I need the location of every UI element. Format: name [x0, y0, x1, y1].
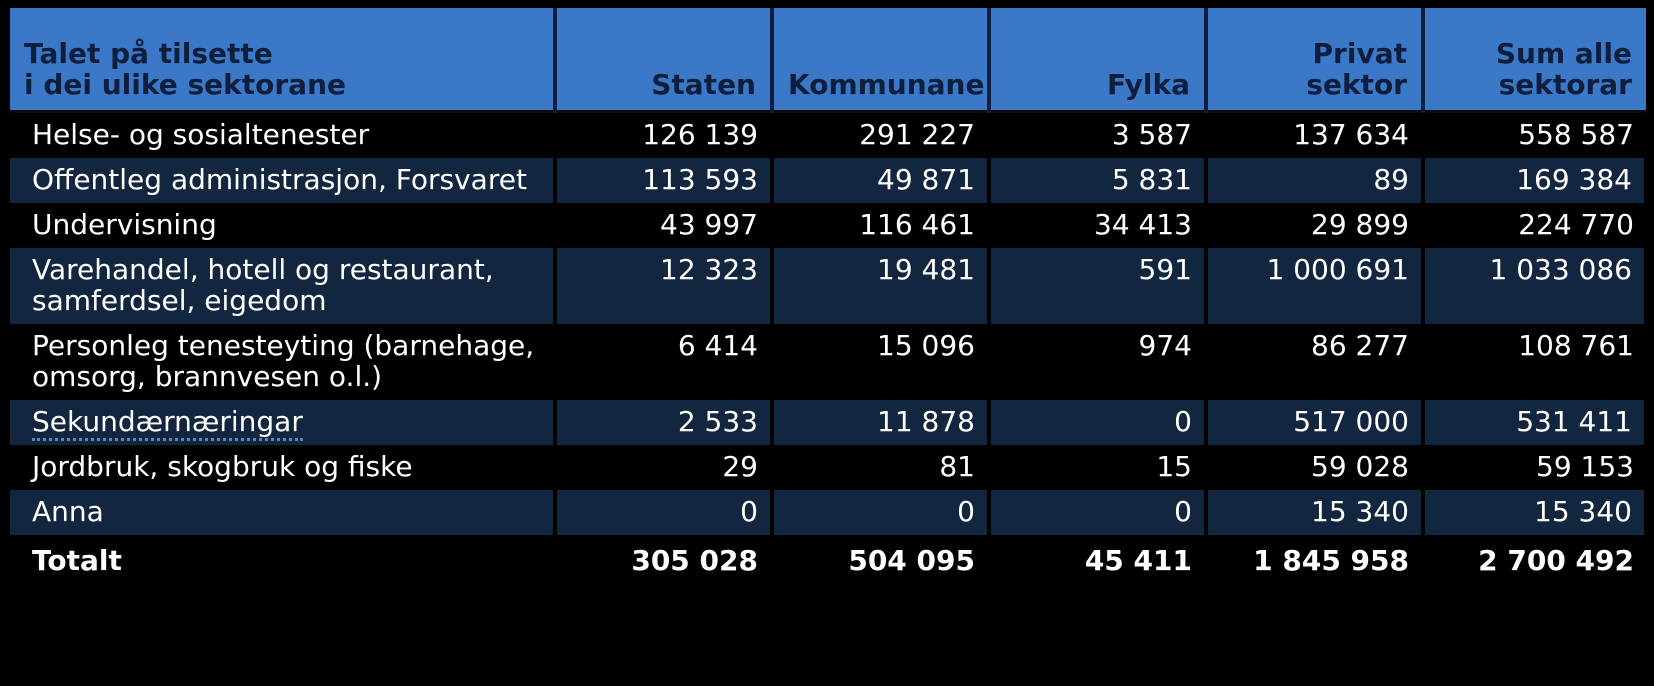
cell-kommunane: 291 227: [772, 111, 991, 158]
row-label-line1: Sekundærnæringar: [32, 405, 303, 441]
table-row: Offentleg administrasjon, Forsvaret 113 …: [10, 158, 1648, 203]
row-label-line1: Offentleg administrasjon, Forsvaret: [32, 163, 527, 196]
header-kommunane: Kommunane: [772, 8, 991, 113]
cell-kommunane: 15 096: [772, 324, 991, 400]
employment-table: Talet på tilsette i dei ulike sektorane …: [10, 8, 1648, 584]
cell-fylka: 0: [989, 490, 1208, 535]
row-label-line1: Undervisning: [32, 208, 217, 241]
header-label: Talet på tilsette i dei ulike sektorane: [10, 8, 557, 113]
row-label: Helse- og sosialtenester: [10, 111, 557, 158]
cell-privat: 89: [1206, 158, 1425, 203]
cell-kommunane: 116 461: [772, 203, 991, 248]
row-label-line2: omsorg, brannvesen o.l.): [32, 360, 383, 393]
cell-staten: 6 414: [555, 324, 774, 400]
header-label-line1: Talet på tilsette: [24, 37, 273, 70]
table-row: Varehandel, hotell og restaurant, samfer…: [10, 248, 1648, 324]
cell-sum: 108 761: [1423, 324, 1646, 400]
row-label-line1: Varehandel, hotell og restaurant,: [32, 253, 494, 286]
table-row: Sekundærnæringar 2 533 11 878 0 517 000 …: [10, 400, 1648, 445]
cell-privat: 29 899: [1206, 203, 1425, 248]
row-label-line1: Helse- og sosialtenester: [32, 118, 370, 151]
cell-privat: 137 634: [1206, 111, 1425, 158]
cell-sum: 1 033 086: [1423, 248, 1648, 324]
row-label-line1: Personleg tenesteyting (barnehage,: [32, 329, 535, 362]
header-fylka: Fylka: [989, 8, 1208, 113]
cell-sum: 558 587: [1423, 111, 1646, 158]
cell-sum: 15 340: [1423, 490, 1648, 535]
header-label-line2: i dei ulike sektorane: [24, 68, 346, 101]
cell-sum: 169 384: [1423, 158, 1648, 203]
cell-privat: 86 277: [1206, 324, 1425, 400]
cell-sum: 224 770: [1423, 203, 1646, 248]
total-row: Totalt 305 028 504 095 45 411 1 845 958 …: [10, 535, 1646, 584]
row-label: Jordbruk, skogbruk og fiske: [10, 445, 557, 490]
cell-fylka: 974: [989, 324, 1208, 400]
cell-privat: 15 340: [1206, 490, 1425, 535]
row-label: Sekundærnæringar: [10, 400, 557, 445]
cell-staten: 113 593: [555, 158, 774, 203]
cell-fylka: 5 831: [989, 158, 1208, 203]
cell-staten: 43 997: [555, 203, 774, 248]
cell-kommunane: 19 481: [772, 248, 991, 324]
cell-staten: 126 139: [555, 111, 774, 158]
row-label: Anna: [10, 490, 557, 535]
table-row: Anna 0 0 0 15 340 15 340: [10, 490, 1648, 535]
table-row: Jordbruk, skogbruk og fiske 29 81 15 59 …: [10, 445, 1646, 490]
row-label: Varehandel, hotell og restaurant, samfer…: [10, 248, 557, 324]
cell-staten: 12 323: [555, 248, 774, 324]
row-label: Undervisning: [10, 203, 557, 248]
header-staten: Staten: [555, 8, 774, 113]
cell-staten: 2 533: [555, 400, 774, 445]
row-label: Personleg tenesteyting (barnehage, omsor…: [10, 324, 557, 400]
total-label: Totalt: [10, 535, 557, 584]
table-row: Undervisning 43 997 116 461 34 413 29 89…: [10, 203, 1646, 248]
header-sum-line1: Sum alle: [1495, 37, 1632, 70]
total-sum: 2 700 492: [1423, 535, 1646, 584]
row-label-line2: samferdsel, eigedom: [32, 284, 327, 317]
total-fylka: 45 411: [989, 535, 1208, 584]
header-sum: Sum alle sektorar: [1423, 8, 1646, 113]
cell-kommunane: 49 871: [772, 158, 991, 203]
table-row: Helse- og sosialtenester 126 139 291 227…: [10, 111, 1646, 158]
total-kommunane: 504 095: [772, 535, 991, 584]
cell-staten: 29: [555, 445, 774, 490]
cell-fylka: 34 413: [989, 203, 1208, 248]
cell-sum: 59 153: [1423, 445, 1646, 490]
cell-kommunane: 0: [772, 490, 991, 535]
cell-sum: 531 411: [1423, 400, 1648, 445]
header-row: Talet på tilsette i dei ulike sektorane …: [10, 8, 1646, 113]
cell-privat: 517 000: [1206, 400, 1425, 445]
total-privat: 1 845 958: [1206, 535, 1425, 584]
row-label: Offentleg administrasjon, Forsvaret: [10, 158, 557, 203]
cell-privat: 1 000 691: [1206, 248, 1425, 324]
cell-fylka: 591: [989, 248, 1208, 324]
row-label-line1: Anna: [32, 495, 104, 528]
cell-fylka: 0: [989, 400, 1208, 445]
header-privat-line1: Privat: [1312, 37, 1407, 70]
total-staten: 305 028: [555, 535, 774, 584]
header-privat-line2: sektor: [1306, 68, 1407, 101]
cell-fylka: 3 587: [989, 111, 1208, 158]
cell-privat: 59 028: [1206, 445, 1425, 490]
cell-kommunane: 11 878: [772, 400, 991, 445]
header-privat: Privat sektor: [1206, 8, 1425, 113]
cell-kommunane: 81: [772, 445, 991, 490]
table-row: Personleg tenesteyting (barnehage, omsor…: [10, 324, 1646, 400]
header-sum-line2: sektorar: [1498, 68, 1632, 101]
row-label-line1: Jordbruk, skogbruk og fiske: [32, 450, 413, 483]
cell-staten: 0: [555, 490, 774, 535]
cell-fylka: 15: [989, 445, 1208, 490]
